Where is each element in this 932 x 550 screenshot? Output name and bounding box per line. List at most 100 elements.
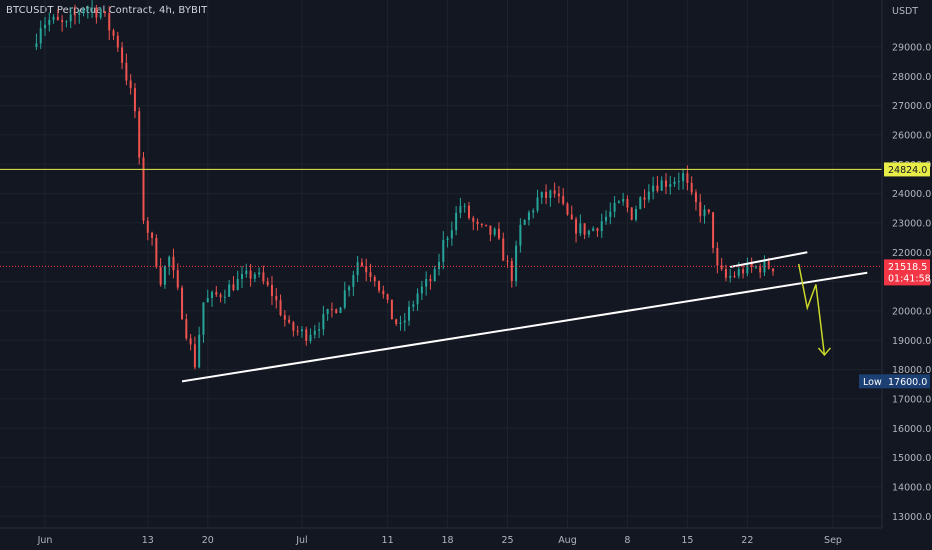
candle-body — [39, 28, 42, 44]
candle-body — [330, 308, 333, 310]
candle-body — [360, 262, 363, 267]
y-tick-label: 29000.0 — [892, 42, 931, 53]
candle-body — [300, 329, 303, 332]
candle-body — [429, 279, 432, 282]
candle-body — [386, 294, 389, 300]
candle-body — [61, 20, 64, 22]
y-tick-label: 16000.0 — [892, 424, 931, 435]
x-tick-label: 11 — [382, 535, 394, 546]
candle-body — [172, 256, 175, 271]
candle-body — [48, 19, 51, 25]
candle-body — [523, 220, 526, 225]
candle-body — [609, 211, 612, 217]
candle-body — [442, 240, 445, 262]
candle-body — [545, 191, 548, 198]
y-tick-label: 18000.0 — [892, 365, 931, 376]
symbol-title: BTCUSDT Perpetual Contract, 4h, BYBIT — [6, 5, 208, 16]
candle-body — [223, 296, 226, 298]
candle-body — [613, 202, 616, 212]
candle-body — [322, 313, 325, 330]
candle-body — [44, 24, 46, 29]
candle-body — [116, 35, 119, 48]
candle-body — [215, 292, 218, 295]
candle-body — [121, 47, 124, 63]
candle-body — [378, 281, 381, 291]
candle-body — [622, 199, 625, 202]
candle-body — [270, 285, 273, 296]
candle-body — [767, 261, 770, 269]
candle-body — [647, 191, 650, 200]
candle-body — [669, 184, 672, 187]
candle-body — [660, 180, 663, 191]
candle-body — [335, 309, 338, 314]
candle-body — [198, 334, 201, 368]
candle-body — [549, 190, 552, 198]
candle-body — [617, 201, 620, 203]
candle-body — [395, 319, 398, 324]
candle-body — [630, 207, 633, 220]
candle-body — [365, 266, 368, 273]
candle-body — [241, 273, 243, 279]
candle-body — [592, 228, 595, 231]
candle-body — [146, 220, 149, 233]
candle-body — [232, 284, 235, 291]
candle-body — [742, 269, 745, 274]
candle-body — [86, 8, 89, 10]
candle-body — [489, 225, 492, 235]
candle-body — [570, 214, 573, 220]
candle-body — [515, 245, 518, 282]
candle-body — [596, 228, 599, 232]
candle-body — [446, 238, 449, 241]
candle-body — [78, 13, 81, 15]
candle-body — [527, 212, 530, 221]
candle-body — [245, 270, 248, 274]
candle-body — [313, 330, 316, 335]
candle-body — [82, 8, 85, 14]
y-tick-label: 17000.0 — [892, 394, 931, 405]
candle-body — [476, 221, 479, 225]
candle-body — [339, 307, 342, 314]
level-badge-text: 24824.0 — [888, 165, 927, 176]
candle-body — [579, 223, 582, 234]
candle-body — [682, 173, 685, 182]
candle-body — [664, 180, 667, 187]
candle-body — [275, 295, 278, 301]
y-tick-label: 14000.0 — [892, 482, 931, 493]
candle-body — [138, 111, 141, 158]
candle-body — [292, 322, 295, 331]
candle-body — [176, 270, 179, 288]
candle-body — [35, 43, 38, 47]
y-tick-label: 15000.0 — [892, 453, 931, 464]
candle-body — [506, 260, 509, 262]
level-badge — [884, 162, 930, 177]
candle-body — [249, 270, 252, 279]
candle-body — [309, 334, 312, 341]
candle-body — [450, 230, 453, 239]
candle-body — [772, 268, 775, 272]
x-tick-label: 15 — [681, 535, 693, 546]
candle-body — [737, 269, 740, 276]
candle-body — [65, 21, 68, 23]
candle-body — [733, 275, 736, 277]
candle-body — [125, 62, 128, 81]
candle-body — [211, 292, 214, 299]
candle-body — [729, 275, 732, 278]
candle-body — [652, 185, 655, 192]
candle-body — [562, 196, 565, 204]
candle-body — [108, 13, 111, 31]
current-price-text: 21518.5 — [888, 262, 927, 273]
candle-body — [420, 286, 423, 294]
x-tick-label: 8 — [624, 535, 630, 546]
candle-body — [635, 208, 637, 220]
trendline — [181, 271, 868, 383]
trendline — [730, 251, 808, 268]
low-price-badge — [884, 374, 930, 389]
candle-body — [95, 7, 98, 18]
x-tick-label: 25 — [501, 535, 513, 546]
candle-body — [202, 302, 205, 335]
candle-body — [605, 216, 608, 222]
projection-arrow-head — [817, 347, 832, 357]
candle-body — [305, 329, 308, 341]
